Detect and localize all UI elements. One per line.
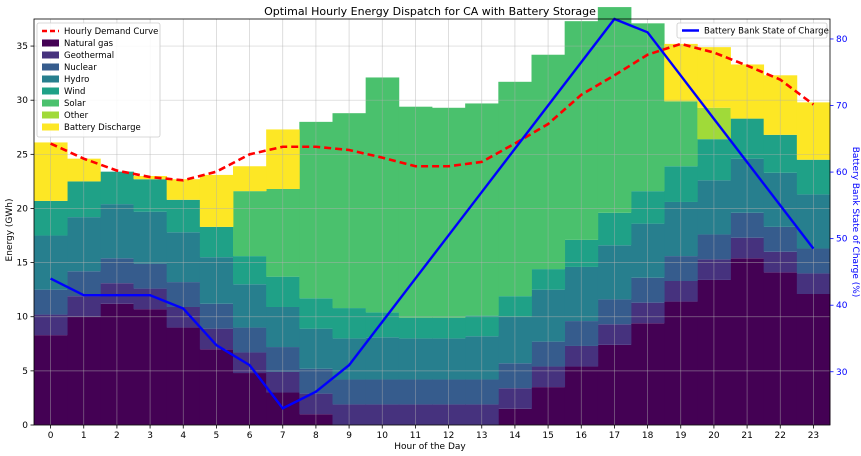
x-axis-label: Hour of the Day bbox=[394, 442, 466, 452]
legend-swatch-solar bbox=[42, 99, 59, 107]
x-tick-label: 20 bbox=[708, 431, 720, 441]
legend-label-hourly-demand-curve: Hourly Demand Curve bbox=[64, 27, 158, 37]
y-tick-label: 35 bbox=[17, 42, 28, 52]
x-tick-label: 16 bbox=[576, 431, 588, 441]
legend-swatch-nuclear bbox=[42, 63, 59, 71]
legend-label-other: Other bbox=[64, 111, 89, 121]
x-tick-label: 21 bbox=[741, 431, 752, 441]
x-tick-label: 19 bbox=[675, 431, 687, 441]
y-tick-label: 0 bbox=[22, 421, 28, 431]
legend-label-wind: Wind bbox=[64, 87, 85, 97]
plot-frame bbox=[33, 18, 831, 426]
legend-label-hydro: Hydro bbox=[64, 75, 89, 85]
legend-swatch-geothermal bbox=[42, 51, 59, 59]
legend-label-geothermal: Geothermal bbox=[64, 51, 114, 61]
legend-box bbox=[36, 22, 161, 138]
x-tick-label: 9 bbox=[346, 431, 352, 441]
y-tick-label: 10 bbox=[17, 313, 29, 323]
state-of-charge-line bbox=[50, 17, 815, 410]
x-tick-label: 22 bbox=[775, 431, 786, 441]
x-tick-label: 4 bbox=[180, 431, 186, 441]
x-tick-label: 17 bbox=[609, 431, 620, 441]
grid bbox=[34, 19, 830, 426]
legend-box-right bbox=[676, 22, 828, 39]
plot-area: 0 1 2 3 4 5 6 7 8 9 10 11 12 13 14 15 16 17 18 19 20 21 22 2305… bbox=[17, 7, 848, 441]
y-tick-label: 5 bbox=[22, 367, 28, 377]
legend-state-of-charge: Battery Bank State of Charge bbox=[676, 22, 829, 39]
legend-swatch-battery-discharge bbox=[42, 123, 59, 131]
x-tick-label: 14 bbox=[509, 431, 521, 441]
x-tick-label: 15 bbox=[542, 431, 553, 441]
legend-swatch-other bbox=[42, 111, 59, 119]
x-tick-label: 6 bbox=[247, 431, 253, 441]
y-tick-label: 30 bbox=[17, 96, 29, 106]
x-tick-label: 11 bbox=[410, 431, 421, 441]
legend-label-state-of-charge: Battery Bank State of Charge bbox=[704, 27, 829, 37]
y2-axis-label: Battery Bank State of Charge (%) bbox=[850, 147, 860, 298]
y2-tick-label: 70 bbox=[836, 102, 848, 112]
x-tick-label: 7 bbox=[280, 431, 286, 441]
x-tick-label: 3 bbox=[147, 431, 153, 441]
legend-swatch-hydro bbox=[42, 75, 59, 83]
y2-tick-label: 80 bbox=[836, 35, 848, 45]
legend-swatch-wind bbox=[42, 87, 59, 95]
x-tick-label: 1 bbox=[81, 431, 87, 441]
x-tick-label: 0 bbox=[48, 431, 54, 441]
x-tick-label: 8 bbox=[313, 431, 319, 441]
legend-label-battery-discharge: Battery Discharge bbox=[64, 123, 141, 133]
y-tick-label: 25 bbox=[17, 150, 28, 160]
chart-title: Optimal Hourly Energy Dispatch for CA wi… bbox=[264, 5, 596, 18]
y-tick-label: 15 bbox=[17, 259, 28, 269]
legend-label-natural-gas: Natural gas bbox=[64, 39, 114, 49]
legend-label-solar: Solar bbox=[64, 99, 86, 109]
x-tick-label: 23 bbox=[808, 431, 819, 441]
x-tick-label: 12 bbox=[443, 431, 454, 441]
legend-demand-generation: Hourly Demand Curve Natural gas Geothermal… bbox=[36, 22, 161, 138]
x-tick-label: 5 bbox=[214, 431, 220, 441]
y2-tick-label: 60 bbox=[836, 168, 848, 178]
y2-tick-label: 40 bbox=[836, 301, 848, 311]
x-tick-label: 13 bbox=[476, 431, 487, 441]
legend-label-nuclear: Nuclear bbox=[64, 63, 97, 73]
x-tick-label: 2 bbox=[114, 431, 120, 441]
y2-tick-label: 50 bbox=[836, 235, 848, 245]
x-tick-label: 10 bbox=[377, 431, 389, 441]
y2-tick-label: 30 bbox=[836, 368, 848, 378]
y-tick-label: 20 bbox=[17, 204, 29, 214]
x-tick-label: 18 bbox=[642, 431, 654, 441]
legend-swatch-natural-gas bbox=[42, 39, 59, 47]
y-axis-label: Energy (GWh) bbox=[5, 199, 15, 262]
demand-curve-line bbox=[50, 42, 815, 182]
